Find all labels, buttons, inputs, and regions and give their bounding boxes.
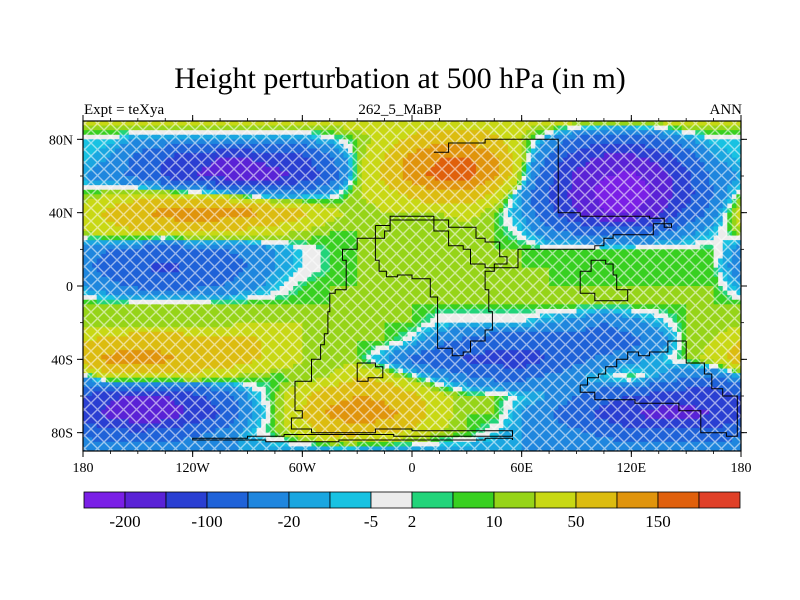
period-label: 262_5_MaBP — [358, 102, 442, 118]
chart-title: Height perturbation at 500 hPa (in m) — [174, 62, 626, 95]
season-label: ANN — [709, 102, 743, 118]
experiment-label: Expt = teXya — [84, 102, 165, 118]
